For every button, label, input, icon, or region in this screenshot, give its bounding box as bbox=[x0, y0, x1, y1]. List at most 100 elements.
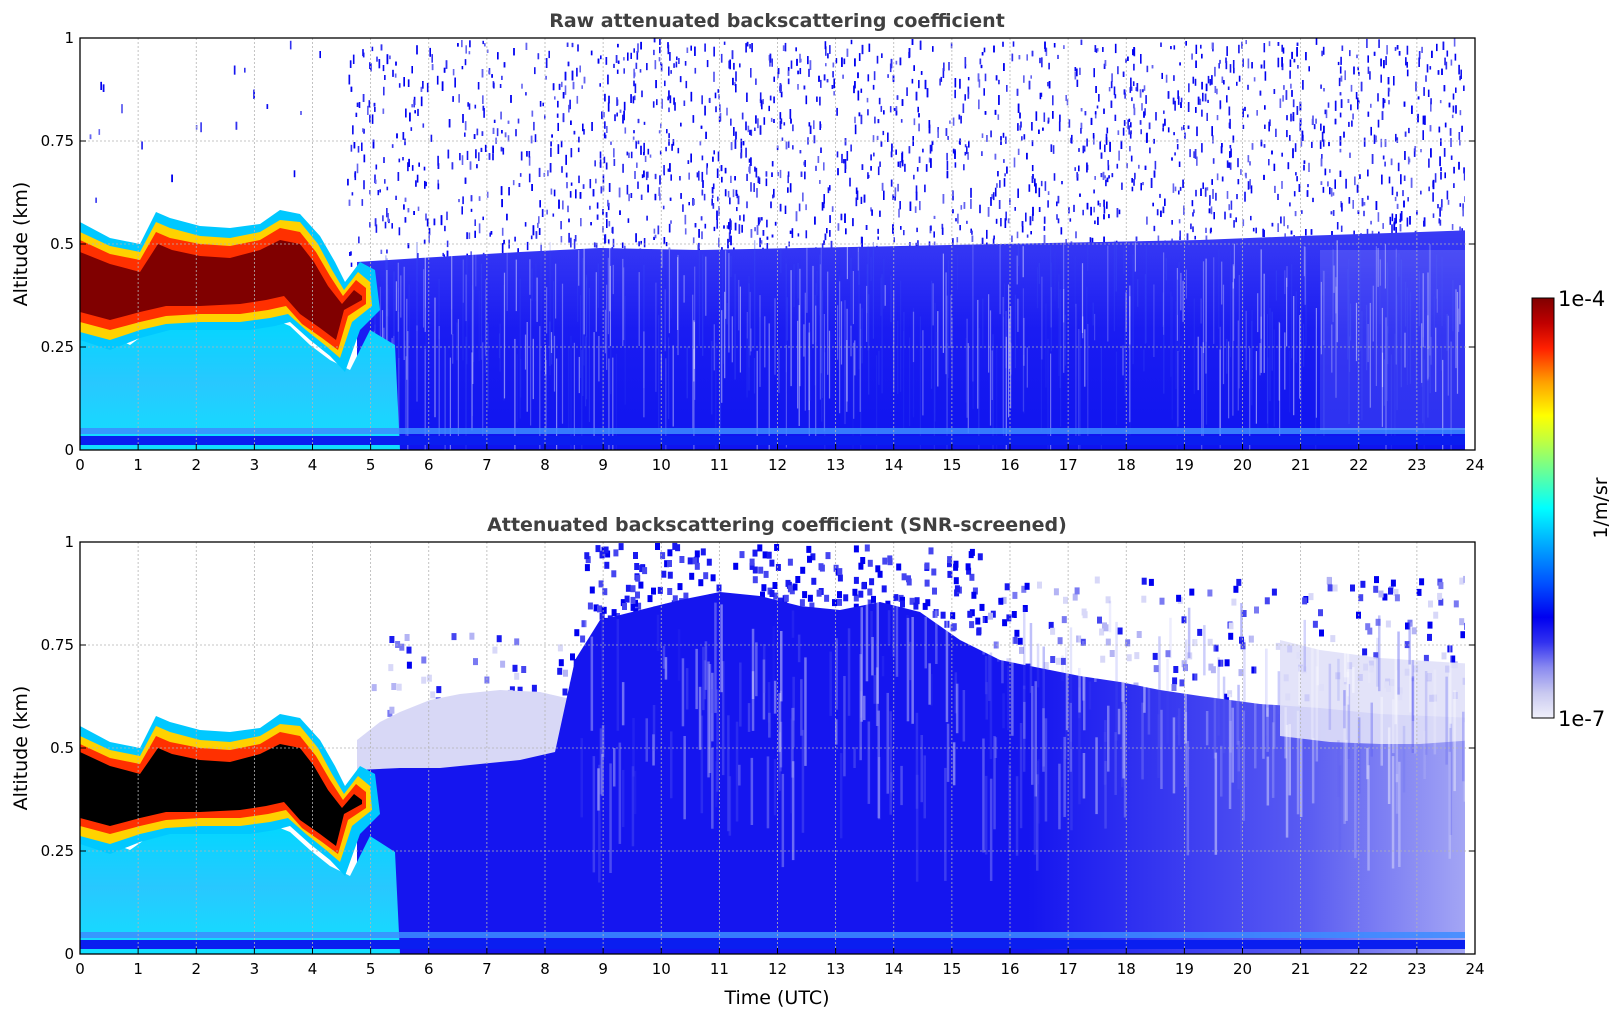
noise-pixel bbox=[860, 88, 863, 93]
noise-pixel bbox=[1218, 63, 1220, 69]
noise-pixel bbox=[382, 65, 385, 72]
noise-pixel bbox=[624, 245, 626, 250]
screened-streak bbox=[633, 770, 637, 815]
streak bbox=[1266, 314, 1269, 424]
screened-pixel bbox=[672, 595, 678, 603]
screened-pixel bbox=[1375, 618, 1381, 626]
raw-xtick-label: 13 bbox=[826, 456, 845, 474]
screened-streak bbox=[700, 715, 704, 814]
noise-pixel bbox=[971, 235, 974, 242]
screened-pixel bbox=[1374, 576, 1379, 584]
noise-pixel bbox=[690, 91, 693, 102]
noise-pixel bbox=[668, 133, 670, 139]
streak bbox=[403, 266, 405, 360]
screened-pixel bbox=[647, 595, 653, 603]
screened-streak bbox=[664, 657, 668, 680]
raw-ytick-label: 0.5 bbox=[50, 235, 74, 253]
noise-pixel bbox=[915, 191, 918, 201]
noise-pixel bbox=[856, 190, 859, 200]
noise-pixel bbox=[1205, 83, 1208, 92]
streak bbox=[1429, 330, 1431, 394]
screened-pixel bbox=[635, 591, 640, 599]
screened-pixel bbox=[657, 586, 663, 594]
screened-xtick-label: 3 bbox=[250, 960, 260, 978]
screened-pixel bbox=[1251, 666, 1257, 674]
streak bbox=[1421, 323, 1423, 383]
noise-pixel bbox=[1289, 135, 1291, 142]
noise-pixel bbox=[1334, 100, 1337, 111]
screened-pixel bbox=[563, 669, 568, 677]
noise-pixel bbox=[398, 227, 401, 236]
noise-pixel bbox=[1221, 76, 1224, 83]
screened-pixel bbox=[1326, 576, 1332, 584]
screened-pixel bbox=[557, 667, 563, 675]
streak bbox=[1398, 253, 1400, 277]
screened-streak bbox=[1184, 639, 1188, 666]
noise-pixel bbox=[937, 129, 939, 138]
noise-pixel bbox=[1226, 160, 1229, 168]
noise-pixel bbox=[745, 121, 747, 131]
noise-pixel bbox=[1340, 75, 1343, 82]
noise-pixel bbox=[442, 252, 444, 256]
noise-pixel bbox=[787, 141, 790, 148]
noise-pixel bbox=[537, 222, 539, 228]
noise-pixel bbox=[289, 40, 292, 50]
noise-pixel bbox=[711, 198, 713, 206]
noise-pixel bbox=[514, 236, 516, 242]
noise-pixel bbox=[860, 114, 863, 125]
noise-pixel bbox=[777, 68, 780, 75]
noise-pixel bbox=[482, 216, 484, 221]
noise-pixel bbox=[684, 61, 687, 66]
noise-pixel bbox=[1132, 81, 1135, 86]
screened-streak bbox=[1036, 774, 1039, 871]
screened-streak bbox=[993, 736, 996, 830]
screened-streak bbox=[1266, 756, 1270, 806]
screened-pixel bbox=[749, 558, 755, 566]
noise-pixel bbox=[698, 170, 700, 181]
noise-pixel bbox=[486, 191, 489, 198]
screened-streak bbox=[766, 756, 770, 829]
noise-pixel bbox=[1293, 58, 1296, 63]
screened-streak bbox=[1078, 687, 1081, 805]
screened-pixel bbox=[1332, 584, 1338, 592]
screened-streak bbox=[707, 661, 710, 778]
streak bbox=[1124, 327, 1126, 397]
noise-pixel bbox=[402, 132, 405, 140]
noise-pixel bbox=[813, 120, 815, 130]
noise-pixel bbox=[1179, 230, 1181, 240]
noise-pixel bbox=[1047, 120, 1050, 124]
streak bbox=[1003, 316, 1005, 437]
streak bbox=[1381, 307, 1383, 427]
noise-pixel bbox=[1011, 53, 1014, 62]
screened-streak bbox=[1242, 710, 1245, 821]
noise-pixel bbox=[1439, 156, 1441, 167]
noise-pixel bbox=[827, 187, 830, 194]
screened-pixel bbox=[1373, 585, 1379, 593]
noise-pixel bbox=[928, 157, 931, 163]
noise-pixel bbox=[1366, 228, 1369, 237]
screened-pixel bbox=[1416, 588, 1422, 596]
noise-pixel bbox=[850, 144, 852, 152]
noise-pixel bbox=[637, 140, 640, 145]
noise-pixel bbox=[512, 180, 515, 186]
noise-pixel bbox=[1086, 202, 1089, 210]
noise-pixel bbox=[608, 183, 611, 192]
noise-pixel bbox=[922, 148, 924, 153]
noise-pixel bbox=[603, 156, 606, 164]
screened-streak bbox=[580, 738, 583, 818]
noise-pixel bbox=[738, 224, 741, 234]
noise-pixel bbox=[654, 193, 657, 201]
noise-pixel bbox=[703, 193, 706, 201]
streak bbox=[1185, 269, 1187, 299]
noise-pixel bbox=[1193, 209, 1195, 214]
noise-pixel bbox=[1244, 106, 1246, 111]
streak bbox=[1163, 325, 1165, 394]
noise-pixel bbox=[1420, 190, 1422, 195]
screened-pixel bbox=[818, 563, 824, 571]
streak bbox=[529, 259, 531, 295]
screened-streak bbox=[1402, 725, 1406, 793]
screened-pixel bbox=[811, 577, 817, 585]
noise-pixel bbox=[755, 78, 757, 85]
noise-pixel bbox=[466, 150, 469, 160]
streak bbox=[408, 284, 410, 344]
